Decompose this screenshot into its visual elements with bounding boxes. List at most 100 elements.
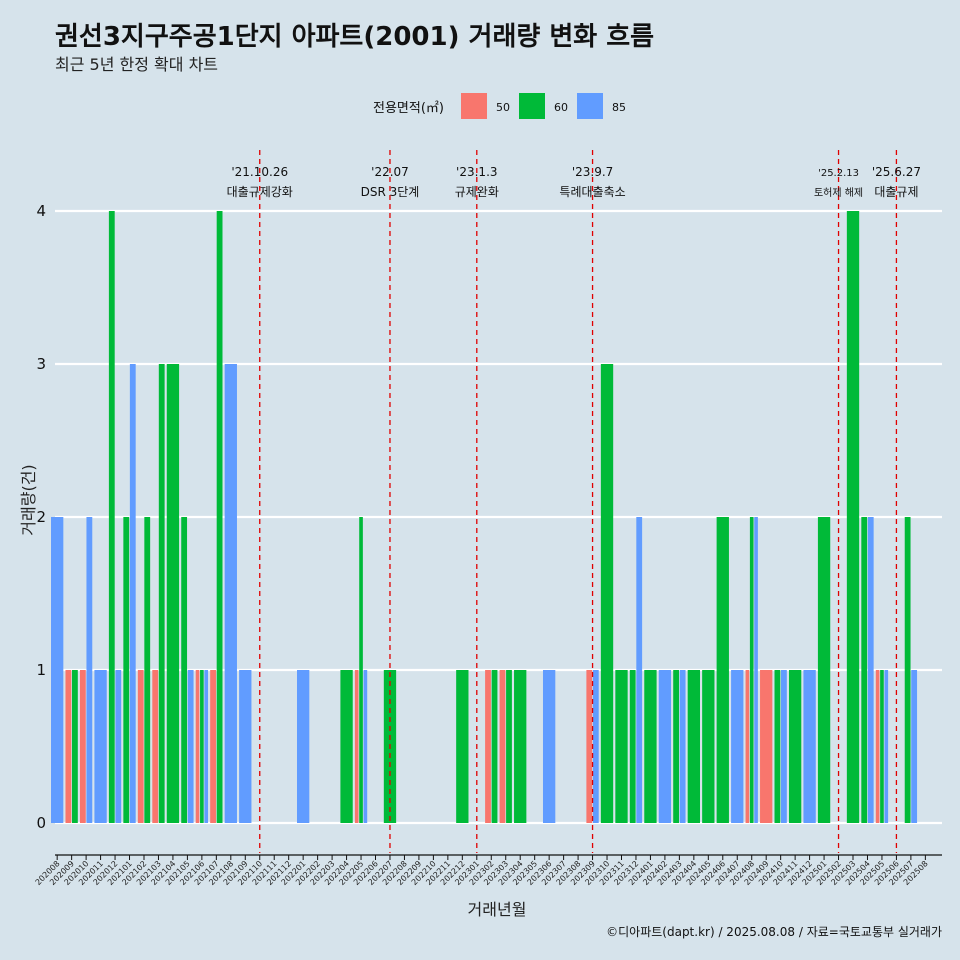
- bar-202107-60: [216, 211, 223, 823]
- event-label: 대출규제강화: [227, 185, 293, 199]
- event-label: DSR 3단계: [361, 185, 420, 199]
- bar-202104-60: [166, 364, 180, 823]
- bar-202402-85: [658, 670, 672, 823]
- event-date: '22.07: [371, 165, 409, 179]
- bar-202011-85: [94, 670, 107, 823]
- bar-202102-50: [137, 670, 144, 823]
- bar-202504-60: [861, 517, 868, 823]
- bar-202205-60: [359, 517, 363, 823]
- bar-202310-60: [600, 364, 614, 823]
- event-date: '21.10.26: [231, 165, 288, 179]
- bars: [51, 211, 918, 823]
- bar-202205-50: [354, 670, 359, 823]
- bar-202311-60: [615, 670, 628, 823]
- bar-202408-85: [754, 517, 758, 823]
- bar-202302-50: [485, 670, 491, 823]
- bar-202304-60: [514, 670, 527, 823]
- event-date: '23.1.3: [456, 165, 497, 179]
- bar-202109-85: [239, 670, 252, 823]
- bar-202407-85: [731, 670, 744, 823]
- bar-202201-85: [296, 670, 310, 823]
- y-tick-label: 0: [36, 814, 46, 832]
- bar-202105-60: [181, 517, 188, 823]
- bar-202309-85: [592, 670, 599, 823]
- event-label: 토허제 해제: [814, 186, 863, 199]
- caption: ©디아파트(dapt.kr) / 2025.08.08 / 자료=국토교통부 실…: [606, 925, 942, 939]
- bar-202010-85: [86, 517, 93, 823]
- bar-202103-60: [158, 364, 165, 823]
- bar-202106-60: [200, 670, 204, 823]
- bar-202410-60: [774, 670, 781, 823]
- bar-202106-50: [195, 670, 200, 823]
- bar-202103-50: [152, 670, 159, 823]
- axes: 2020082020092020102020112020122021012021…: [34, 854, 942, 887]
- bar-202410-85: [781, 670, 787, 823]
- legend-swatch-60: [519, 93, 545, 119]
- bar-202501-60: [817, 517, 831, 823]
- bar-202408-60: [749, 517, 754, 823]
- bar-202403-85: [679, 670, 686, 823]
- bar-202108-85: [224, 364, 237, 823]
- legend-title: 전용면적(㎡): [373, 101, 444, 116]
- bar-202302-60: [491, 670, 498, 823]
- legend-label-60: 60: [554, 101, 568, 114]
- bar-202507-85: [911, 670, 918, 823]
- bar-202204-60: [340, 670, 353, 823]
- bar-202309-50: [586, 670, 593, 823]
- bar-202406-60: [716, 517, 729, 823]
- bar-202009-60: [71, 670, 78, 823]
- chart-title: 권선3지구주공1단지 아파트(2001) 거래량 변화 흐름: [55, 22, 654, 52]
- bar-202303-60: [506, 670, 512, 823]
- bar-202411-60: [788, 670, 802, 823]
- legend-swatch-50: [461, 93, 487, 119]
- bar-202312-60: [629, 670, 636, 823]
- bar-202306-85: [542, 670, 556, 823]
- y-axis-label: 거래량(건): [19, 464, 38, 535]
- bar-202009-50: [65, 670, 72, 823]
- bar-202503-60: [846, 211, 860, 823]
- bar-202505-50: [875, 670, 880, 823]
- event-date: '23.9.7: [572, 165, 613, 179]
- bar-202405-60: [702, 670, 715, 823]
- y-tick-label: 2: [36, 508, 46, 526]
- bar-202505-60: [880, 670, 884, 823]
- legend-label-85: 85: [612, 101, 626, 114]
- bar-202101-85: [129, 364, 136, 823]
- legend-label-50: 50: [496, 101, 510, 114]
- chart-subtitle: 최근 5년 한정 확대 차트: [55, 55, 218, 74]
- bar-202107-50: [210, 670, 216, 823]
- bar-202408-50: [745, 670, 750, 823]
- bar-202205-85: [363, 670, 368, 823]
- bar-202401-60: [644, 670, 657, 823]
- bar-202303-50: [499, 670, 506, 823]
- bar-202404-60: [687, 670, 701, 823]
- legend: 전용면적(㎡) 50 60 85: [373, 93, 626, 119]
- event-date: '25.6.27: [872, 165, 921, 179]
- bar-202012-60: [108, 211, 115, 823]
- legend-swatch-85: [577, 93, 603, 119]
- bar-202409-50: [760, 670, 773, 823]
- y-tick-label: 4: [36, 202, 46, 220]
- bar-202403-60: [673, 670, 680, 823]
- bar-202312-85: [636, 517, 643, 823]
- bar-202507-60: [904, 517, 911, 823]
- bar-202412-85: [803, 670, 816, 823]
- bar-202101-60: [123, 517, 130, 823]
- event-date: '25.2.13: [818, 168, 859, 179]
- y-tick-label: 1: [36, 661, 46, 679]
- y-tick-label: 3: [36, 355, 46, 373]
- bar-202008-85: [51, 517, 64, 823]
- x-axis-label: 거래년월: [468, 900, 527, 919]
- bar-202102-60: [144, 517, 151, 823]
- event-label: 규제완화: [455, 185, 499, 199]
- bar-202106-85: [204, 670, 209, 823]
- bar-202012-85: [115, 670, 122, 823]
- event-label: 대출규제: [874, 185, 918, 199]
- event-lines: '21.10.26 대출규제강화 '22.07 DSR 3단계 '23.1.3 규제완화 '…: [227, 150, 921, 853]
- bar-202504-85: [867, 517, 874, 823]
- bar-202010-50: [79, 670, 86, 823]
- bar-202505-85: [884, 670, 889, 823]
- event-label: 특례대출축소: [559, 185, 625, 199]
- bar-202105-85: [187, 670, 194, 823]
